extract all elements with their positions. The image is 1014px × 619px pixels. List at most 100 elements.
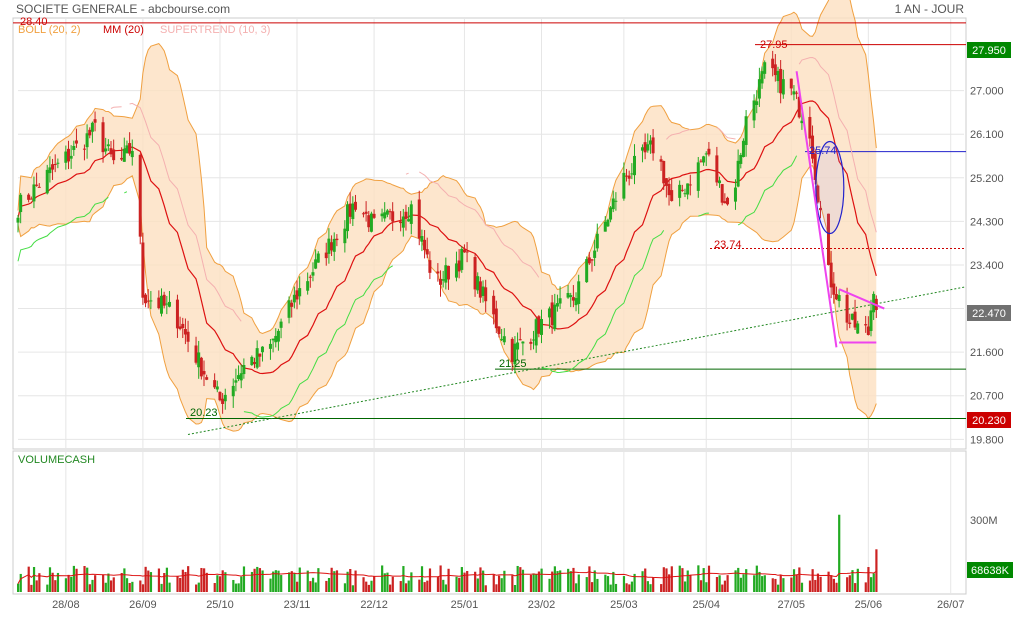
volume-bar (102, 574, 105, 592)
price-axis: 27.00026.10025.20024.30023.40022.50021.6… (970, 86, 1004, 447)
volume-bar (800, 582, 804, 592)
volume-bar (123, 568, 126, 592)
candle-body (417, 199, 421, 239)
volume-bar (705, 582, 708, 592)
volume-bar (147, 570, 150, 592)
horizontal-levels (13, 22, 966, 419)
candle-body (606, 219, 610, 227)
legend-supertrend: SUPERTREND (10, 3) (160, 24, 270, 36)
candle-body (327, 238, 331, 254)
candle-body (869, 310, 873, 331)
volume-bar (383, 573, 386, 592)
candle-body (553, 304, 557, 330)
candle-body (346, 204, 350, 232)
candle-body (72, 145, 76, 150)
volume-bar (420, 566, 424, 592)
volume-bar (213, 583, 216, 592)
candle-body (330, 242, 334, 251)
volume-bar (521, 569, 525, 592)
volume-bar (511, 575, 514, 592)
candle-body (651, 137, 655, 154)
candle-body (529, 341, 533, 344)
candle-body (484, 287, 488, 302)
candle-body (516, 342, 520, 350)
volume-bar (774, 578, 777, 592)
candle-body (481, 286, 485, 296)
volume-bar (160, 583, 163, 592)
volume-bar (298, 567, 301, 592)
candle-body (555, 303, 559, 307)
candle-body (837, 295, 841, 302)
volume-bar (38, 573, 41, 592)
candle-body (510, 338, 514, 362)
pattern-upper-line (838, 288, 885, 310)
volume-bar (88, 584, 91, 592)
volume-bar (662, 567, 665, 592)
volume-bar (707, 565, 711, 592)
volume-bar (200, 567, 203, 592)
candle-body (795, 92, 799, 94)
candle-body (306, 281, 310, 291)
volume-bar (792, 569, 796, 592)
price-tick-label: 20.700 (970, 391, 1004, 403)
candle-body (704, 153, 708, 155)
volume-bar (644, 568, 647, 592)
volume-bar (386, 572, 389, 592)
volume-bar (442, 579, 445, 592)
candle-body (298, 288, 302, 297)
volume-bar (444, 584, 448, 592)
volume-bar (593, 570, 596, 592)
volume-bar (203, 568, 206, 592)
candle-body (223, 394, 227, 402)
volume-bar (811, 569, 814, 592)
volume-bar (567, 568, 570, 592)
candle-body (819, 208, 823, 211)
supertrend-segment (419, 171, 540, 278)
chart-title: SOCIETE GENERALE - abcbourse.com (16, 2, 230, 16)
volume-bar (218, 576, 222, 592)
candle-body (465, 251, 469, 253)
volume-bar (660, 584, 663, 592)
support-low-label: 20.23 (190, 407, 218, 419)
low-price-tag: 20.230 (967, 412, 1011, 428)
volume-bar (309, 581, 312, 592)
volume-bar (668, 574, 671, 592)
volume-bar (64, 578, 68, 592)
volume-bar (197, 582, 200, 592)
volume-bar (110, 580, 113, 592)
volume-bar (381, 565, 384, 592)
volume-bar (683, 581, 687, 592)
date-tick-label: 22/12 (360, 599, 388, 611)
volume-bar (795, 574, 798, 592)
volume-bar (181, 569, 184, 592)
candle-body (308, 276, 312, 278)
candle-body (609, 207, 613, 220)
volume-bar (30, 584, 33, 592)
candle-body (324, 252, 328, 259)
volume-bar (641, 571, 644, 592)
volume-bar (702, 568, 705, 592)
volume-bar (681, 568, 684, 592)
volume-bar (585, 577, 588, 592)
volume-bar (753, 575, 756, 592)
candle-body (587, 257, 591, 264)
date-tick-label: 26/07 (937, 599, 965, 611)
supertrend-segment (243, 265, 393, 418)
candle-body (29, 198, 33, 200)
volume-bar (242, 566, 246, 592)
candle-body (686, 183, 690, 195)
candle-body (446, 265, 450, 280)
candle-body (683, 193, 687, 195)
volume-bar (689, 574, 692, 592)
volume-bar (399, 581, 402, 592)
candle-body (351, 203, 355, 220)
volume-bar (367, 584, 370, 592)
candle-body (367, 215, 371, 228)
volume-bar (742, 574, 745, 592)
candle-body (571, 297, 575, 301)
candle-body (630, 173, 634, 175)
volume-bar (495, 584, 498, 592)
candle-body (792, 91, 796, 95)
candle-body (585, 259, 589, 283)
